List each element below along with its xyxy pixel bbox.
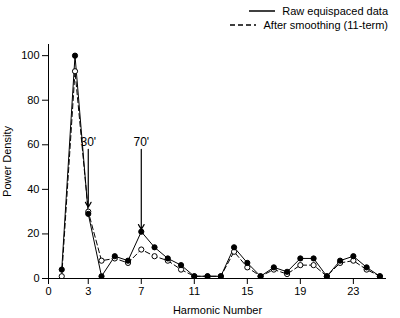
svg-text:80: 80 — [27, 94, 39, 106]
svg-text:20: 20 — [27, 227, 39, 239]
svg-text:30': 30' — [80, 135, 96, 149]
html-text:After smoothing (11-term): After smoothing (11-term) — [263, 19, 388, 31]
svg-text:23: 23 — [347, 285, 359, 297]
svg-text:40: 40 — [27, 183, 39, 195]
html-text:Raw equispaced data: Raw equispaced data — [282, 5, 388, 17]
svg-text:Harmonic Number: Harmonic Number — [173, 304, 263, 316]
svg-text:7: 7 — [138, 285, 144, 297]
svg-text:0: 0 — [33, 272, 39, 284]
svg-text:70': 70' — [133, 135, 149, 149]
svg-text:11: 11 — [189, 285, 200, 297]
svg-text:0: 0 — [45, 285, 51, 297]
svg-text:15: 15 — [241, 285, 253, 297]
svg-text:100: 100 — [21, 49, 39, 61]
svg-text:3: 3 — [85, 285, 91, 297]
svg-text:Power Density: Power Density — [1, 126, 13, 197]
svg-text:60: 60 — [27, 138, 39, 150]
svg-text:19: 19 — [294, 285, 306, 297]
